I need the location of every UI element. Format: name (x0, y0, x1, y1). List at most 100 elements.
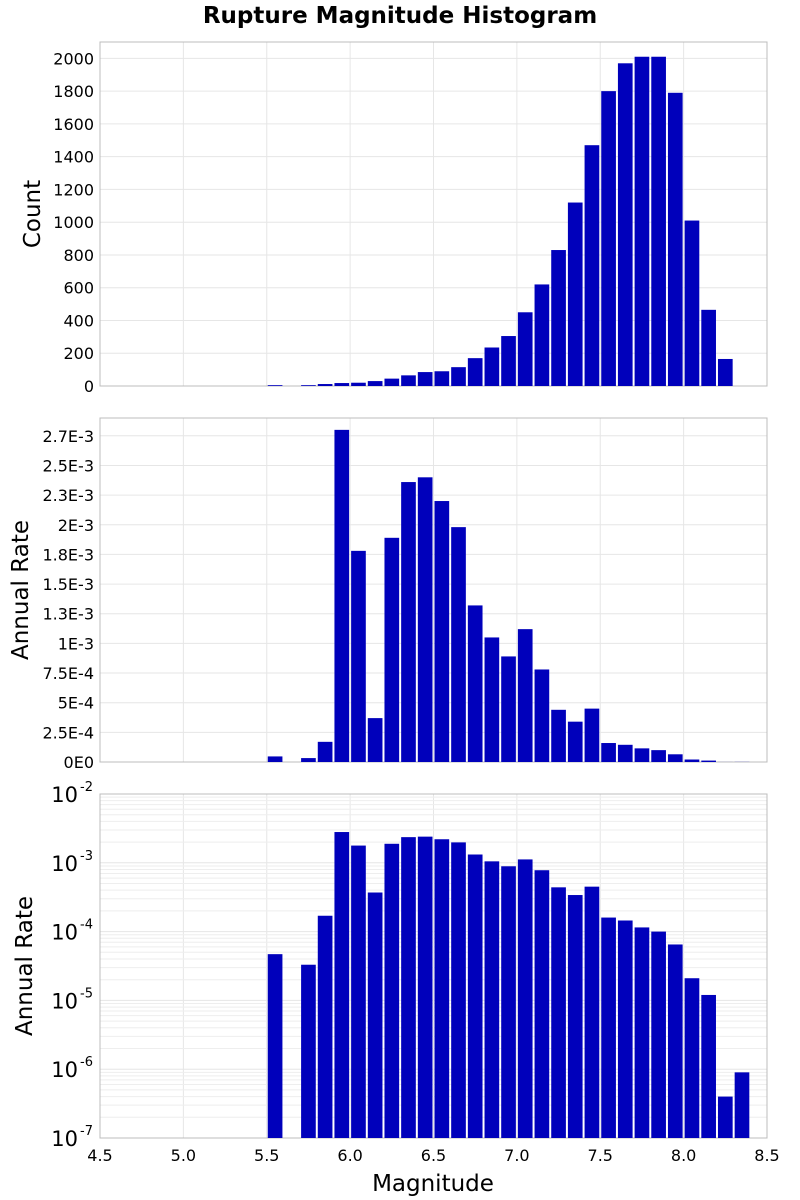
y-tick-label: 1000 (53, 213, 94, 232)
histogram-bar (634, 927, 650, 1138)
y-tick-label: 200 (63, 344, 94, 363)
y-tick-exponent: -6 (80, 1055, 93, 1070)
histogram-bar (467, 854, 483, 1138)
histogram-bar (584, 886, 600, 1138)
histogram-bar (617, 920, 633, 1138)
histogram-bar (417, 836, 433, 1138)
histogram-bar (451, 367, 466, 386)
plot-border (99, 793, 768, 1139)
histogram-bar (551, 709, 566, 762)
y-tick-exponent: -7 (80, 1124, 93, 1139)
y-tick-label: 7.5E-4 (42, 664, 94, 683)
histogram-bar (517, 312, 533, 386)
histogram-bar (401, 482, 416, 762)
y-tick-label: 1.8E-3 (42, 545, 94, 564)
x-tick-label: 8.0 (671, 1146, 696, 1165)
histogram-bar (534, 669, 550, 762)
histogram-bar (667, 92, 683, 387)
x-tick-label: 5.5 (254, 1146, 279, 1165)
y-tick-label: 10 (51, 989, 78, 1013)
histogram-bar (684, 220, 700, 386)
histogram-bar (434, 839, 450, 1138)
histogram-bar (517, 629, 533, 762)
histogram-bar (517, 859, 533, 1138)
histogram-bar (684, 978, 700, 1138)
histogram-bar (534, 870, 550, 1138)
histogram-bar (434, 501, 450, 762)
x-axis: 4.5 5.0 5.5 6.0 6.5 7.0 7.5 8.0 8.5 (87, 1146, 779, 1165)
histogram-bar (601, 91, 616, 387)
histogram-bar (634, 56, 650, 386)
histogram-bar (617, 63, 633, 387)
chart-title: Rupture Magnitude Histogram (203, 3, 597, 29)
y-tick-label: 2000 (53, 49, 94, 68)
histogram-bar (384, 537, 400, 762)
y-tick-label: 600 (63, 279, 94, 298)
y-tick-label: 1200 (53, 180, 94, 199)
histogram-bar (434, 371, 450, 386)
histogram-bar (651, 931, 666, 1138)
y-tick-label: 1600 (53, 115, 94, 134)
histogram-bar (301, 964, 316, 1138)
histogram-bar (417, 372, 433, 386)
histogram-bar (684, 759, 700, 762)
x-tick-label: 7.5 (588, 1146, 613, 1165)
x-tick-label: 6.0 (337, 1146, 362, 1165)
histogram-bar (384, 378, 400, 386)
histogram-bar (367, 892, 383, 1138)
panel-1: 0 200 400 600 800 1000 1200 1400 1600 1800 2000 Cou… (20, 41, 768, 396)
y-tick-label: 1400 (53, 148, 94, 167)
y-tick-label: 2.5E-3 (42, 456, 94, 475)
y-tick-label: 2E-3 (58, 516, 94, 535)
histogram-bar (584, 145, 600, 386)
histogram-bar (734, 1072, 750, 1138)
histogram-bar (267, 385, 283, 386)
histogram-bar (267, 756, 283, 762)
y-tick-exponent: -2 (80, 780, 93, 795)
y-tick-label: 1E-3 (58, 634, 94, 653)
x-tick-label: 8.5 (754, 1146, 779, 1165)
histogram-bar (401, 837, 416, 1138)
y-tick-label: 10 (51, 1127, 78, 1151)
histogram-bar (551, 887, 566, 1138)
plot-border (99, 41, 768, 387)
y-tick-label: 400 (63, 311, 94, 330)
y-tick-label: 10 (51, 852, 78, 876)
x-tick-label: 4.5 (87, 1146, 112, 1165)
histogram-bar (701, 309, 716, 386)
y-tick-label: 10 (51, 1058, 78, 1082)
histogram-bar (651, 56, 666, 386)
x-tick-label: 6.5 (421, 1146, 446, 1165)
histogram-bar (334, 383, 350, 386)
y-tick-label: 2.7E-3 (42, 427, 94, 446)
y-tick-label: 1.3E-3 (42, 605, 94, 624)
y-axis-label: Count (20, 180, 46, 248)
y-tick-label: 0 (84, 377, 94, 396)
histogram-bar (351, 550, 366, 762)
y-tick-label: 1.5E-3 (42, 575, 94, 594)
histogram-bar (484, 861, 500, 1138)
histogram-bar (334, 832, 350, 1138)
histogram-bar (667, 754, 683, 762)
histogram-bar (617, 744, 633, 762)
histogram-bar (551, 250, 566, 386)
plot-border (99, 417, 768, 763)
histogram-bar (367, 381, 383, 386)
histogram-bar (634, 748, 650, 762)
histogram-bar (451, 527, 466, 762)
histogram-bar (601, 917, 616, 1138)
histogram-bar (701, 994, 716, 1138)
histogram-bar (267, 954, 283, 1138)
histogram-bar (351, 382, 366, 386)
histogram-bar (317, 741, 333, 762)
histogram-bar (584, 708, 600, 762)
histogram-bar (301, 758, 316, 762)
histogram-bar (567, 721, 583, 762)
x-tick-label: 5.0 (171, 1146, 196, 1165)
y-tick-label: 1800 (53, 82, 94, 101)
histogram-bar (467, 605, 483, 762)
y-tick-label: 800 (63, 246, 94, 265)
